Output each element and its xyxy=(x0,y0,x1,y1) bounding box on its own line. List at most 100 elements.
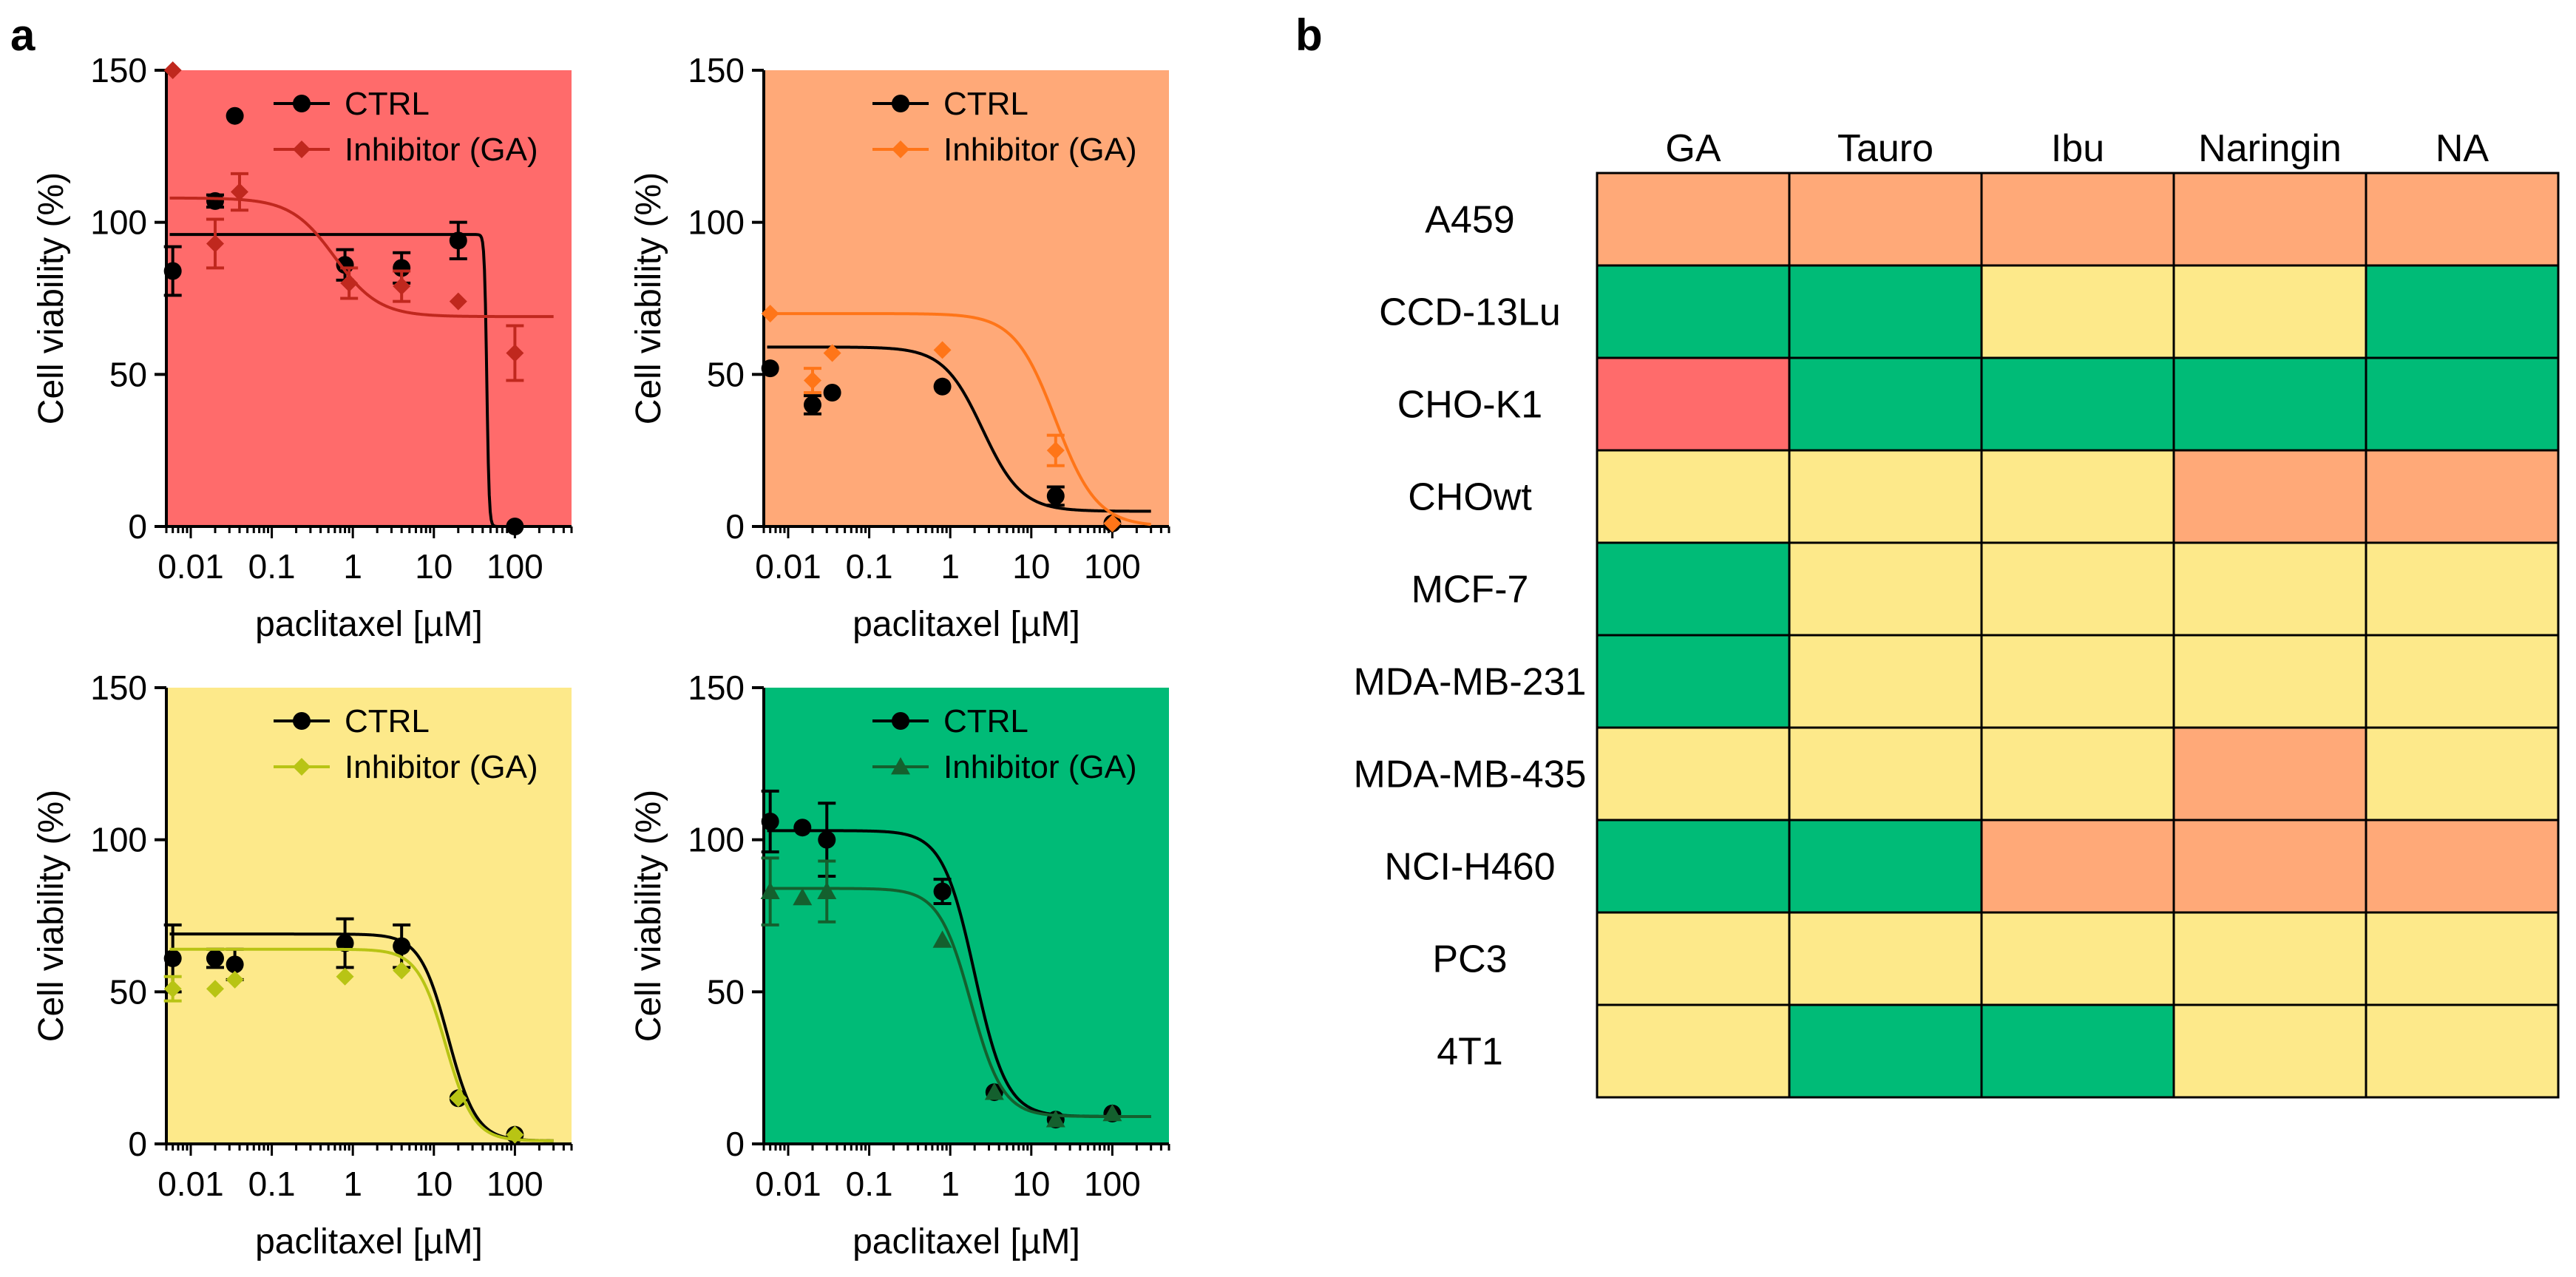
heatmap-cell xyxy=(1596,541,1791,637)
data-point xyxy=(803,371,821,390)
heatmap-row-label: 4T1 xyxy=(1437,1031,1503,1074)
heatmap-cell xyxy=(2365,1003,2560,1099)
x-tick-label: 0.01 xyxy=(755,547,821,586)
heatmap-cell xyxy=(2365,449,2560,544)
data-point xyxy=(933,377,952,396)
legend-label: CTRL xyxy=(943,703,1028,739)
legend-marker xyxy=(293,95,311,112)
x-axis-title: paclitaxel [µM] xyxy=(853,605,1080,644)
legend-marker xyxy=(293,140,311,158)
heatmap: GA Tauro Ibu Naringin NA A459 CCD-13Lu CHO-K1 CH… xyxy=(1354,127,2560,1099)
data-point xyxy=(206,980,224,998)
y-axis-title: Cell viability (%) xyxy=(629,172,668,424)
heatmap-cell xyxy=(1980,172,2175,267)
heatmap-column-label: Naringin xyxy=(2198,127,2342,170)
data-point xyxy=(163,262,182,280)
heatmap-row-label: CCD-13Lu xyxy=(1379,291,1561,334)
data-point xyxy=(449,231,467,250)
heatmap-row-label: PC3 xyxy=(1432,938,1507,981)
legend-label: CTRL xyxy=(345,86,430,122)
data-point xyxy=(793,819,812,837)
heatmap-column-label: Tauro xyxy=(1837,127,1933,170)
x-tick-label: 0.01 xyxy=(755,1165,821,1203)
data-point xyxy=(226,970,244,989)
data-point xyxy=(932,930,952,948)
x-axis-title: paclitaxel [µM] xyxy=(255,1222,483,1261)
data-point xyxy=(163,949,182,968)
x-tick-label: 0.01 xyxy=(157,1165,224,1203)
data-point xyxy=(336,967,354,986)
heatmap-cell xyxy=(1596,634,1791,729)
heatmap-cell xyxy=(1788,264,1983,359)
y-axis-title: Cell viability (%) xyxy=(32,790,71,1042)
heatmap-cell xyxy=(1980,726,2175,822)
heatmap-cell xyxy=(1596,264,1791,359)
plot-background xyxy=(166,70,572,526)
x-tick-label: 0.1 xyxy=(248,547,296,586)
y-tick-label: 100 xyxy=(90,821,147,859)
y-tick-label: 150 xyxy=(90,668,147,707)
heatmap-cell xyxy=(1980,1003,2175,1099)
data-point xyxy=(506,1125,524,1144)
heatmap-cell xyxy=(1788,449,1983,544)
data-point xyxy=(226,106,244,125)
data-point xyxy=(393,937,411,955)
heatmap-cell xyxy=(1980,356,2175,452)
plot-background xyxy=(764,70,1169,526)
plot-background xyxy=(166,688,572,1144)
data-point xyxy=(449,1089,467,1108)
series-1 xyxy=(761,305,1151,532)
panel-b-letter: b xyxy=(1295,10,1323,60)
x-tick-label: 10 xyxy=(1012,1165,1050,1203)
legend: CTRL Inhibitor (GA) xyxy=(274,703,538,785)
fit-curve xyxy=(169,932,554,1142)
heatmap-row-label: CHOwt xyxy=(1408,476,1532,519)
heatmap-cell xyxy=(1980,819,2175,914)
heatmap-cell xyxy=(2172,264,2367,359)
heatmap-cell xyxy=(2365,172,2560,267)
x-tick-label: 100 xyxy=(487,547,543,586)
data-point xyxy=(761,812,779,830)
heatmap-row-label: MDA-MB-231 xyxy=(1354,661,1587,704)
heatmap-cell xyxy=(2172,634,2367,729)
heatmap-cell xyxy=(1788,726,1983,822)
heatmap-cell xyxy=(1788,541,1983,637)
legend-marker xyxy=(892,140,909,158)
legend-label: Inhibitor (GA) xyxy=(943,749,1137,785)
heatmap-cell xyxy=(1788,634,1983,729)
x-axis-title: paclitaxel [µM] xyxy=(255,605,483,644)
data-point xyxy=(760,881,780,899)
data-point xyxy=(817,881,837,899)
heatmap-cell xyxy=(2172,449,2367,544)
x-tick-label: 10 xyxy=(1012,547,1050,586)
heatmap-cell xyxy=(1980,541,2175,637)
heatmap-cell xyxy=(2172,1003,2367,1099)
legend-label: CTRL xyxy=(943,86,1028,122)
heatmap-cell xyxy=(1980,449,2175,544)
data-point xyxy=(1046,487,1065,505)
data-point xyxy=(1102,1103,1122,1122)
series-1 xyxy=(163,947,554,1144)
legend-label: Inhibitor (GA) xyxy=(345,749,538,785)
heatmap-column-label: GA xyxy=(1665,127,1721,170)
data-point xyxy=(1046,441,1065,460)
heatmap-row-label: CHO-K1 xyxy=(1397,384,1542,427)
legend: CTRL Inhibitor (GA) xyxy=(274,86,538,168)
heatmap-cell xyxy=(1980,911,2175,1006)
data-point xyxy=(449,292,467,311)
data-point xyxy=(818,830,836,849)
y-tick-label: 100 xyxy=(688,203,745,242)
legend-marker xyxy=(293,712,311,730)
legend-label: Inhibitor (GA) xyxy=(943,132,1137,168)
y-tick-label: 50 xyxy=(707,355,745,393)
heatmap-cell xyxy=(2365,264,2560,359)
heatmap-cell xyxy=(2172,726,2367,822)
data-point xyxy=(163,61,182,79)
y-tick-label: 0 xyxy=(725,507,745,546)
fit-curve xyxy=(169,947,554,1142)
heatmap-cell xyxy=(2365,819,2560,914)
legend-label: Inhibitor (GA) xyxy=(345,132,538,168)
heatmap-cell xyxy=(2365,356,2560,452)
heatmap-cell xyxy=(1596,726,1791,822)
